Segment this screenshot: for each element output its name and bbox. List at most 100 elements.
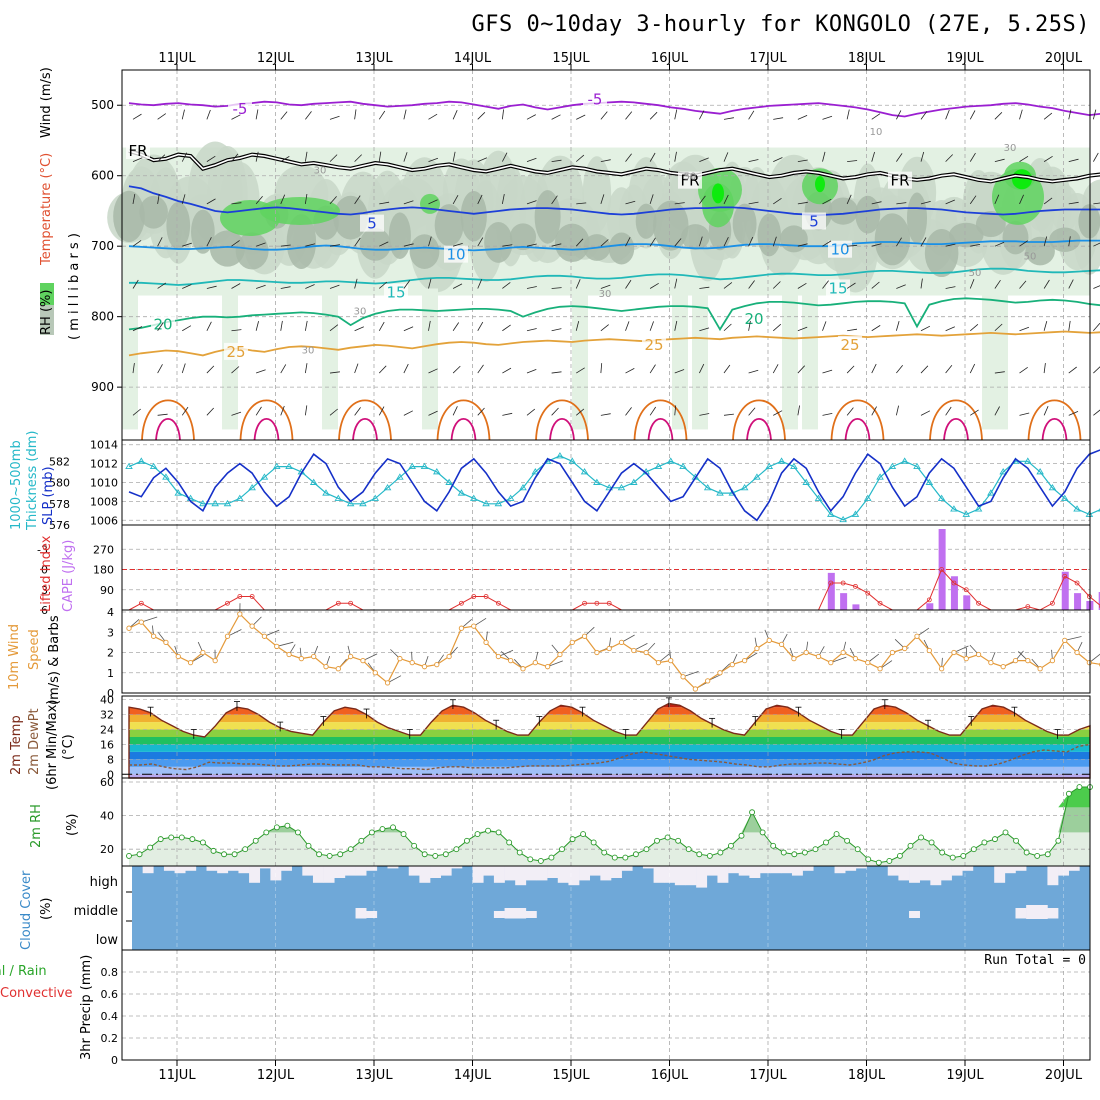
cloud-high-gap	[909, 866, 920, 883]
rh2m-area-light	[129, 787, 1090, 866]
thickness-point	[605, 483, 613, 491]
wind-barb	[157, 282, 167, 289]
cloud-high-gap	[898, 866, 910, 881]
cloud-high-gap	[887, 866, 899, 876]
wind-barb	[1019, 109, 1023, 120]
contour-label-bg	[583, 90, 607, 108]
temp-tick-label: 24	[100, 724, 114, 737]
upper-temp-label: Temperature (°C)	[39, 153, 54, 266]
lifted-index-point	[877, 600, 883, 606]
slp-tick-label: 1010	[90, 477, 118, 490]
li-tick-label: -3	[37, 543, 48, 556]
wind10m-point	[458, 625, 465, 631]
cape-bar	[1061, 571, 1069, 610]
wind-barb	[403, 109, 407, 120]
wind-barb	[452, 151, 456, 162]
rh2m-point	[928, 839, 935, 846]
wind-barb	[994, 323, 1003, 332]
wind10m-point	[1000, 664, 1006, 670]
wind-barb	[526, 328, 537, 332]
cloud-mid-gap	[1036, 905, 1048, 919]
rh-blob-dark	[554, 223, 590, 263]
wind-barb	[969, 110, 976, 120]
thickness-point	[199, 499, 207, 507]
rh2m-point	[970, 846, 977, 853]
thickness-point	[753, 473, 761, 480]
wind-barb	[329, 324, 339, 332]
wind-barb	[157, 193, 160, 204]
rh2m-point	[485, 827, 492, 834]
wind-barb	[206, 198, 216, 205]
isotherm-30	[239, 399, 294, 441]
contour-label: -5	[233, 100, 248, 118]
cloud-mid-gap	[493, 911, 505, 918]
date-label-top: 13JUL	[355, 51, 393, 66]
wind-barb	[674, 369, 685, 374]
wind-barb	[871, 151, 875, 162]
wind-barb	[699, 157, 709, 162]
wind10m-point	[975, 651, 982, 658]
isotherm-25	[128, 330, 1100, 357]
wind-barb	[304, 193, 308, 204]
wind-barb	[674, 151, 677, 162]
cloud-high-gap	[717, 866, 729, 883]
thickness-point	[716, 489, 724, 496]
wind-tick-label: 4	[107, 606, 114, 619]
wind-barb	[1068, 320, 1071, 331]
cloud-high-gap	[781, 866, 793, 874]
cloud-high-gap	[1058, 866, 1070, 876]
date-label-bottom: 16JUL	[651, 1068, 689, 1083]
lifted-index-point	[865, 590, 871, 596]
lifted-index-point	[249, 594, 255, 599]
wind-barb	[403, 410, 413, 416]
rh2m-point	[664, 834, 671, 841]
wind10m-point	[187, 659, 194, 666]
cloud-high-gap	[281, 866, 292, 871]
wind-barb	[1043, 236, 1048, 247]
wind10m-point	[372, 670, 378, 676]
wind10m-point	[877, 666, 883, 672]
thickness-point	[371, 494, 380, 501]
thickness-point	[839, 515, 847, 523]
wind-barb	[132, 157, 143, 162]
wind-barb-10m	[264, 629, 280, 637]
wind-barb	[1092, 109, 1097, 120]
wind-barb	[1068, 236, 1071, 247]
wind-barb	[970, 409, 979, 416]
rh-blob-dark	[681, 224, 710, 250]
cloud-high-gap	[408, 866, 420, 876]
wind-barb	[1019, 412, 1030, 416]
rh-blob-dark	[1025, 236, 1055, 266]
wind-barb	[969, 195, 977, 205]
wind-barb	[699, 363, 705, 374]
rh2m-point	[189, 836, 196, 843]
contour-label: FR	[890, 172, 909, 190]
wind-barb	[600, 413, 611, 416]
wind-barb	[526, 369, 537, 374]
rh2m-point	[738, 832, 745, 839]
wind-barb	[945, 154, 953, 162]
wind-barb	[871, 113, 881, 120]
rh-blob-bright	[815, 176, 825, 193]
rh2m-point	[337, 851, 344, 858]
rh-blob-dark	[924, 229, 959, 278]
rh-blob-dark	[732, 203, 757, 245]
wind10m-point	[384, 680, 391, 686]
cloud-high-gap	[557, 866, 569, 883]
wind-barb	[822, 413, 833, 416]
lifted-index-point	[1086, 594, 1092, 599]
temp-band	[129, 707, 1090, 715]
wind-barb	[378, 281, 388, 289]
temp-tick-label: 8	[107, 753, 114, 766]
wind-barb	[723, 152, 729, 162]
cloud-high-gap	[1004, 866, 1016, 874]
rh-blob-green	[702, 183, 734, 228]
wind-barb	[255, 284, 266, 289]
rh2m-point	[696, 851, 703, 858]
wind-barb	[403, 280, 411, 289]
wind-barb	[157, 322, 164, 331]
temp-label-1: 2m Temp	[9, 715, 24, 775]
rh2m-point	[453, 846, 460, 853]
